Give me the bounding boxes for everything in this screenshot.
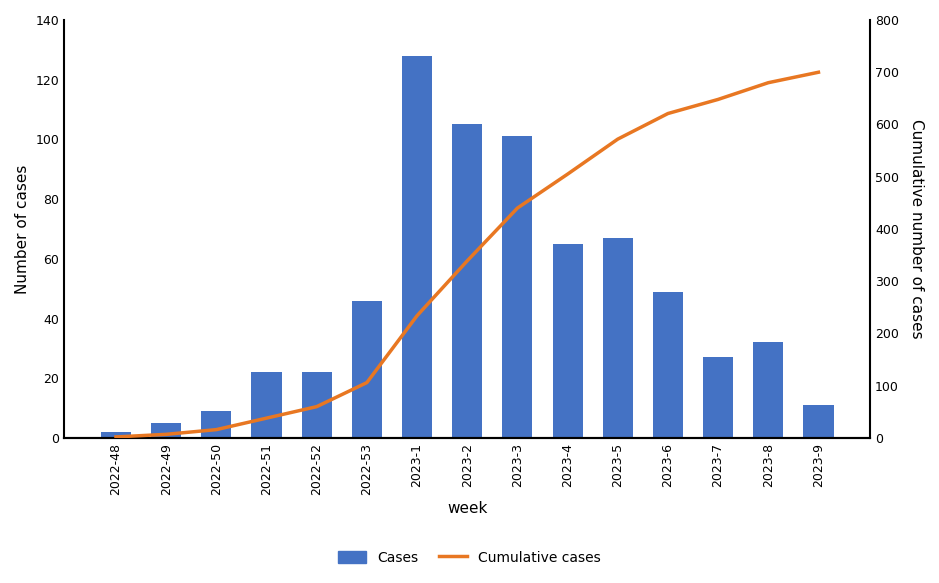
Bar — [301, 373, 331, 438]
Y-axis label: Number of cases: Number of cases — [15, 164, 30, 294]
Bar — [252, 373, 282, 438]
Bar — [100, 432, 131, 438]
Bar — [502, 136, 532, 438]
Bar — [201, 411, 231, 438]
Bar — [804, 405, 834, 438]
Bar — [453, 125, 483, 438]
Bar — [402, 56, 432, 438]
Bar — [753, 342, 783, 438]
Bar — [653, 292, 683, 438]
Bar — [151, 423, 181, 438]
Bar — [552, 244, 582, 438]
Bar — [603, 238, 633, 438]
Legend: Cases, Cumulative cases: Cases, Cumulative cases — [332, 545, 607, 570]
X-axis label: week: week — [447, 501, 487, 515]
Bar — [703, 357, 733, 438]
Bar — [352, 301, 382, 438]
Y-axis label: Cumulative number of cases: Cumulative number of cases — [909, 119, 924, 339]
